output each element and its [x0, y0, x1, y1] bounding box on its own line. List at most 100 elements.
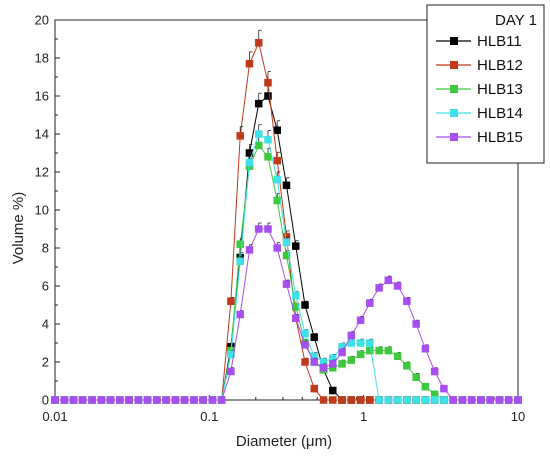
data-point: [301, 301, 309, 309]
x-axis-label: Diameter (μm): [236, 433, 332, 450]
data-point: [393, 396, 402, 404]
data-point: [292, 314, 300, 323]
data-point: [282, 251, 291, 260]
data-point: [171, 396, 180, 404]
x-tick-label: 0.01: [42, 409, 67, 424]
series-hlb15: [51, 222, 522, 404]
legend-item-hlb15: HLB15: [436, 129, 523, 146]
series-line: [55, 133, 518, 401]
data-point: [292, 242, 300, 250]
series-layer: [51, 29, 522, 404]
data-point: [273, 244, 281, 252]
data-point: [264, 225, 272, 233]
data-point: [310, 384, 319, 393]
legend-label: HLB14: [477, 105, 523, 122]
y-tick-label: 10: [35, 203, 49, 218]
data-point: [236, 240, 244, 248]
data-point: [60, 396, 69, 404]
data-point: [356, 396, 365, 404]
x-tick-label: 0.1: [200, 409, 218, 424]
data-point: [366, 299, 374, 307]
data-point: [366, 339, 374, 347]
data-point: [347, 339, 356, 347]
data-point: [319, 363, 328, 372]
data-point: [495, 396, 504, 404]
data-point: [88, 396, 96, 404]
data-point: [227, 297, 235, 305]
data-point: [347, 356, 356, 364]
data-point: [403, 297, 411, 305]
data-point: [245, 59, 254, 68]
y-tick-label: 4: [42, 317, 49, 332]
data-point: [264, 78, 272, 87]
legend-marker: [450, 109, 458, 117]
data-point: [504, 396, 513, 404]
data-point: [254, 99, 263, 108]
legend-label: HLB12: [477, 57, 523, 74]
data-point: [421, 382, 430, 391]
legend: DAY 1 HLB11 HLB12 HLB13 HLB14 HLB15: [426, 4, 545, 164]
data-point: [282, 181, 291, 190]
data-point: [329, 386, 337, 395]
data-point: [347, 331, 356, 340]
legend-label: HLB13: [477, 81, 523, 98]
y-tick-label: 12: [35, 165, 49, 180]
data-point: [393, 352, 402, 361]
data-point: [125, 396, 133, 404]
data-point: [384, 276, 393, 285]
data-point: [366, 396, 374, 404]
data-point: [338, 348, 346, 357]
data-point: [78, 396, 87, 404]
data-point: [236, 257, 244, 266]
legend-marker: [450, 133, 458, 141]
data-point: [356, 350, 365, 359]
data-point: [245, 246, 254, 254]
data-point: [217, 396, 226, 404]
y-tick-label: 0: [42, 393, 49, 408]
data-point: [403, 362, 411, 370]
legend-item-hlb12: HLB12: [436, 57, 523, 74]
data-point: [347, 396, 356, 404]
data-point: [421, 344, 430, 353]
legend-marker: [450, 85, 458, 93]
data-point: [301, 358, 309, 366]
data-point: [143, 396, 152, 404]
data-point: [412, 320, 420, 328]
data-point: [97, 396, 106, 404]
data-point: [356, 339, 365, 347]
legend-label: HLB11: [477, 33, 522, 50]
y-tick-label: 8: [42, 241, 49, 256]
data-point: [384, 396, 393, 404]
y-tick-label: 18: [35, 51, 49, 66]
data-point: [106, 396, 115, 404]
data-point: [477, 396, 485, 404]
data-point: [393, 282, 402, 290]
data-point: [430, 396, 439, 404]
data-point: [254, 130, 263, 138]
data-point: [310, 333, 319, 342]
data-point: [254, 39, 263, 47]
data-point: [514, 396, 522, 404]
data-point: [375, 284, 383, 292]
data-point: [338, 396, 346, 404]
data-point: [208, 396, 217, 404]
x-tick-label: 1: [360, 409, 367, 424]
data-point: [375, 396, 383, 404]
data-point: [329, 360, 337, 368]
data-point: [69, 396, 78, 404]
data-point: [292, 291, 300, 300]
y-tick-label: 2: [42, 355, 49, 370]
data-point: [51, 396, 59, 404]
series-hlb14: [51, 124, 522, 404]
data-point: [486, 396, 494, 404]
data-point: [403, 396, 411, 404]
data-point: [310, 358, 319, 366]
data-point: [375, 346, 383, 355]
legend-title: DAY 1: [495, 12, 537, 29]
data-point: [458, 396, 467, 404]
data-point: [412, 373, 420, 381]
series-hlb13: [51, 136, 522, 404]
legend-label: HLB15: [477, 129, 523, 146]
legend-item-hlb14: HLB14: [436, 105, 523, 122]
